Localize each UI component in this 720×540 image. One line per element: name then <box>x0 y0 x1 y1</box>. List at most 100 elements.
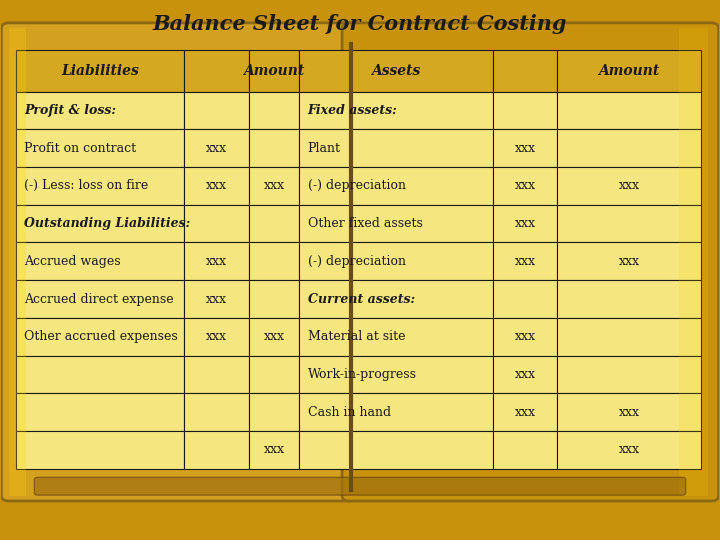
Bar <box>299 393 492 431</box>
Text: Liabilities: Liabilities <box>61 64 139 78</box>
Bar <box>184 205 249 242</box>
Bar <box>184 242 249 280</box>
Bar <box>557 50 701 92</box>
Bar <box>9 28 27 496</box>
Bar <box>299 318 492 356</box>
Text: Amount: Amount <box>598 64 660 78</box>
Bar <box>492 130 557 167</box>
Text: xxx: xxx <box>264 330 284 343</box>
Bar <box>16 318 184 356</box>
Text: Accrued wages: Accrued wages <box>24 255 121 268</box>
Bar <box>184 92 249 130</box>
Text: xxx: xxx <box>206 179 227 192</box>
Text: Work-in-progress: Work-in-progress <box>307 368 417 381</box>
Bar <box>557 280 701 318</box>
Text: Other fixed assets: Other fixed assets <box>307 217 423 230</box>
Bar <box>299 92 492 130</box>
Text: xxx: xxx <box>206 330 227 343</box>
Bar <box>492 318 557 356</box>
Bar <box>249 356 299 393</box>
Text: Amount: Amount <box>243 64 305 78</box>
Bar <box>299 356 492 393</box>
Text: (-) depreciation: (-) depreciation <box>307 255 405 268</box>
Bar <box>184 167 249 205</box>
Bar <box>16 356 184 393</box>
Bar <box>249 280 299 318</box>
Text: xxx: xxx <box>206 293 227 306</box>
Bar <box>249 431 299 469</box>
Bar <box>16 280 184 318</box>
Bar <box>299 205 492 242</box>
Bar <box>492 92 557 130</box>
Bar <box>299 280 492 318</box>
Bar <box>492 167 557 205</box>
Text: xxx: xxx <box>264 179 284 192</box>
Text: (-) depreciation: (-) depreciation <box>307 179 405 192</box>
Bar <box>249 393 299 431</box>
Text: Profit on contract: Profit on contract <box>24 141 137 155</box>
Bar <box>184 130 249 167</box>
Text: Balance Sheet for Contract Costing: Balance Sheet for Contract Costing <box>153 15 567 35</box>
Text: xxx: xxx <box>515 406 536 419</box>
Text: xxx: xxx <box>515 217 536 230</box>
Bar <box>557 130 701 167</box>
FancyBboxPatch shape <box>1 23 356 501</box>
Bar <box>557 431 701 469</box>
Text: xxx: xxx <box>618 255 639 268</box>
Bar <box>16 205 184 242</box>
Text: Fixed assets:: Fixed assets: <box>307 104 397 117</box>
Bar <box>557 318 701 356</box>
Bar <box>249 205 299 242</box>
Bar <box>557 92 701 130</box>
Bar <box>299 50 492 92</box>
Text: Cash in hand: Cash in hand <box>307 406 391 419</box>
Bar <box>16 130 184 167</box>
Text: xxx: xxx <box>515 179 536 192</box>
Bar <box>299 167 492 205</box>
Bar <box>679 28 708 496</box>
Text: xxx: xxx <box>515 368 536 381</box>
Bar <box>16 393 184 431</box>
Text: Profit & loss:: Profit & loss: <box>24 104 117 117</box>
Bar <box>16 167 184 205</box>
Bar <box>492 393 557 431</box>
Bar <box>492 242 557 280</box>
Bar <box>16 92 184 130</box>
Text: xxx: xxx <box>515 330 536 343</box>
Bar <box>249 167 299 205</box>
Bar <box>557 205 701 242</box>
Text: xxx: xxx <box>264 443 284 456</box>
Bar <box>299 130 492 167</box>
Bar <box>184 50 249 92</box>
Bar <box>557 356 701 393</box>
Text: Assets: Assets <box>372 64 420 78</box>
Text: Plant: Plant <box>307 141 341 155</box>
Text: Other accrued expenses: Other accrued expenses <box>24 330 178 343</box>
Bar <box>492 356 557 393</box>
Text: Current assets:: Current assets: <box>307 293 415 306</box>
Text: xxx: xxx <box>206 141 227 155</box>
Bar <box>184 280 249 318</box>
Text: xxx: xxx <box>618 443 639 456</box>
Bar <box>16 242 184 280</box>
Bar <box>184 431 249 469</box>
Text: Accrued direct expense: Accrued direct expense <box>24 293 174 306</box>
Text: Material at site: Material at site <box>307 330 405 343</box>
Text: xxx: xxx <box>206 255 227 268</box>
Bar <box>492 205 557 242</box>
Text: xxx: xxx <box>618 406 639 419</box>
Text: xxx: xxx <box>515 255 536 268</box>
Text: (-) Less: loss on fire: (-) Less: loss on fire <box>24 179 148 192</box>
Text: xxx: xxx <box>618 179 639 192</box>
FancyBboxPatch shape <box>342 23 719 501</box>
Bar <box>249 130 299 167</box>
Bar <box>492 431 557 469</box>
Bar <box>184 393 249 431</box>
Bar <box>249 92 299 130</box>
Bar <box>492 50 557 92</box>
FancyBboxPatch shape <box>35 477 685 495</box>
Bar <box>557 167 701 205</box>
Bar <box>249 50 299 92</box>
Text: xxx: xxx <box>515 141 536 155</box>
Bar <box>299 431 492 469</box>
